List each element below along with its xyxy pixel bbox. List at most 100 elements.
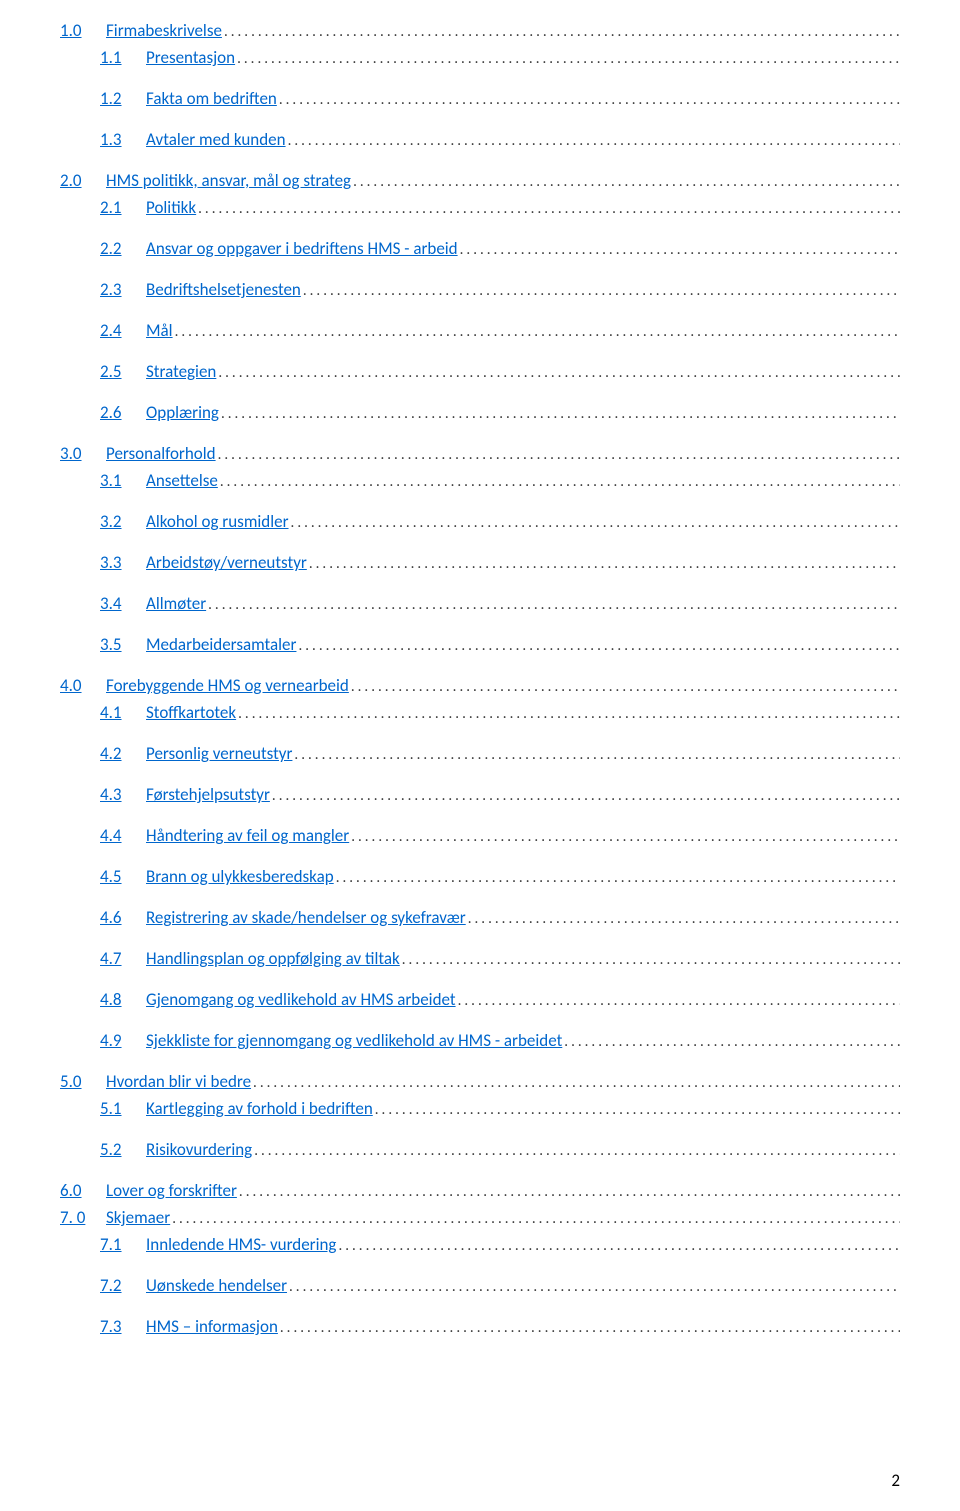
toc-leader-dots: ........................................…	[292, 746, 900, 764]
toc-entry-number[interactable]: 2.6	[100, 402, 146, 423]
toc-entry-title[interactable]: Arbeidstøy/verneutstyr	[146, 552, 307, 573]
toc-entry-number[interactable]: 4.0	[60, 675, 106, 696]
toc-entry-number[interactable]: 7. 0	[60, 1207, 106, 1228]
toc-entry-title[interactable]: Strategien	[146, 361, 216, 382]
toc-entry-number[interactable]: 3.5	[100, 634, 146, 655]
toc-leader-dots: ........................................…	[287, 1278, 900, 1296]
toc-leader-dots: ........................................…	[216, 446, 900, 464]
table-of-contents: 1.0Firmabeskrivelse.....................…	[60, 20, 900, 1337]
toc-entry-title[interactable]: Ansettelse	[146, 470, 218, 491]
toc-entry-number[interactable]: 2.4	[100, 320, 146, 341]
toc-entry-number[interactable]: 7.1	[100, 1234, 146, 1255]
toc-leader-dots: ........................................…	[173, 323, 900, 341]
toc-entry-number[interactable]: 7.3	[100, 1316, 146, 1337]
toc-entry-title[interactable]: Sjekkliste for gjennomgang og vedlikehol…	[146, 1030, 562, 1051]
toc-leader-dots: ........................................…	[351, 173, 900, 191]
toc-entry-title[interactable]: Brann og ulykkesberedskap	[146, 866, 334, 887]
toc-entry-title[interactable]: Risikovurdering	[146, 1139, 252, 1160]
toc-entry: 1.2Fakta om bedriften...................…	[60, 88, 900, 109]
toc-entry: 2.3Bedriftshelsetjenesten...............…	[60, 279, 900, 300]
toc-entry-title[interactable]: Fakta om bedriften	[146, 88, 277, 109]
toc-entry: 4.3Førstehjelpsutstyr...................…	[60, 784, 900, 805]
toc-entry-title[interactable]: Politikk	[146, 197, 196, 218]
toc-entry-number[interactable]: 1.1	[100, 47, 146, 68]
toc-entry-number[interactable]: 1.0	[60, 20, 106, 41]
toc-entry-title[interactable]: Kartlegging av forhold i bedriften	[146, 1098, 373, 1119]
toc-entry-title[interactable]: Lover og forskrifter	[106, 1180, 237, 1201]
toc-leader-dots: ........................................…	[296, 637, 900, 655]
toc-entry-number[interactable]: 4.7	[100, 948, 146, 969]
toc-entry-number[interactable]: 4.2	[100, 743, 146, 764]
toc-entry-number[interactable]: 2.2	[100, 238, 146, 259]
toc-entry-number[interactable]: 7.2	[100, 1275, 146, 1296]
toc-entry-number[interactable]: 3.4	[100, 593, 146, 614]
toc-entry: 2.6Opplæring............................…	[60, 402, 900, 423]
toc-leader-dots: ........................................…	[219, 405, 900, 423]
toc-entry: 5.0Hvordan blir vi bedre................…	[60, 1071, 900, 1092]
toc-entry: 4.4Håndtering av feil og mangler........…	[60, 825, 900, 846]
toc-entry-title[interactable]: Uønskede hendelser	[146, 1275, 287, 1296]
toc-entry: 4.9Sjekkliste for gjennomgang og vedlike…	[60, 1030, 900, 1051]
toc-entry-number[interactable]: 1.2	[100, 88, 146, 109]
toc-entry-title[interactable]: Mål	[146, 320, 173, 341]
toc-leader-dots: ........................................…	[277, 91, 900, 109]
toc-entry-title[interactable]: Personlig verneutstyr	[146, 743, 292, 764]
toc-entry-number[interactable]: 5.0	[60, 1071, 106, 1092]
toc-entry-title[interactable]: Avtaler med kunden	[146, 129, 286, 150]
toc-entry-number[interactable]: 1.3	[100, 129, 146, 150]
page-number: 2	[891, 1470, 900, 1491]
toc-entry-title[interactable]: Handlingsplan og oppfølging av tiltak	[146, 948, 400, 969]
toc-entry-number[interactable]: 4.3	[100, 784, 146, 805]
toc-entry-title[interactable]: Håndtering av feil og mangler	[146, 825, 349, 846]
toc-entry-title[interactable]: HMS politikk, ansvar, mål og strateg	[106, 170, 351, 191]
toc-entry-number[interactable]: 5.2	[100, 1139, 146, 1160]
toc-entry-title[interactable]: Gjenomgang og vedlikehold av HMS arbeide…	[146, 989, 456, 1010]
toc-entry-title[interactable]: Hvordan blir vi bedre	[106, 1071, 251, 1092]
toc-entry-title[interactable]: Registrering av skade/hendelser og sykef…	[146, 907, 466, 928]
toc-entry-title[interactable]: Førstehjelpsutstyr	[146, 784, 270, 805]
toc-leader-dots: ........................................…	[336, 1237, 900, 1255]
toc-leader-dots: ........................................…	[270, 787, 900, 805]
toc-entry-number[interactable]: 2.3	[100, 279, 146, 300]
toc-entry-number[interactable]: 2.1	[100, 197, 146, 218]
toc-entry-title[interactable]: Opplæring	[146, 402, 219, 423]
toc-entry-number[interactable]: 5.1	[100, 1098, 146, 1119]
toc-entry-title[interactable]: HMS – informasjon	[146, 1316, 278, 1337]
toc-entry-number[interactable]: 3.1	[100, 470, 146, 491]
toc-entry-title[interactable]: Medarbeidersamtaler	[146, 634, 296, 655]
toc-entry: 6.0 Lover og forskrifter................…	[60, 1180, 900, 1201]
toc-entry-title[interactable]: Skjemaer	[106, 1207, 170, 1228]
toc-leader-dots: ........................................…	[456, 992, 900, 1010]
toc-entry: 2.4Mål..................................…	[60, 320, 900, 341]
toc-entry-number[interactable]: 2.0	[60, 170, 106, 191]
toc-leader-dots: ........................................…	[236, 705, 900, 723]
toc-entry-title[interactable]: Innledende HMS- vurdering	[146, 1234, 336, 1255]
toc-leader-dots: ........................................…	[400, 951, 900, 969]
toc-entry: 4.7Handlingsplan og oppfølging av tiltak…	[60, 948, 900, 969]
toc-entry-number[interactable]: 4.8	[100, 989, 146, 1010]
toc-entry: 4.1Stoffkartotek........................…	[60, 702, 900, 723]
toc-entry-number[interactable]: 6.0	[60, 1180, 106, 1201]
toc-entry-title[interactable]: Stoffkartotek	[146, 702, 236, 723]
toc-entry-title[interactable]: Forebyggende HMS og vernearbeid	[106, 675, 349, 696]
toc-entry-number[interactable]: 2.5	[100, 361, 146, 382]
toc-entry-number[interactable]: 3.3	[100, 552, 146, 573]
toc-entry-title[interactable]: Personalforhold	[106, 443, 216, 464]
toc-entry: 3.3Arbeidstøy/verneutstyr...............…	[60, 552, 900, 573]
toc-entry-number[interactable]: 3.0	[60, 443, 106, 464]
toc-entry-number[interactable]: 4.1	[100, 702, 146, 723]
toc-entry-number[interactable]: 4.5	[100, 866, 146, 887]
toc-entry-number[interactable]: 4.4	[100, 825, 146, 846]
toc-entry-number[interactable]: 3.2	[100, 511, 146, 532]
toc-leader-dots: ........................................…	[373, 1101, 900, 1119]
toc-entry-title[interactable]: Presentasjon	[146, 47, 235, 68]
toc-entry-number[interactable]: 4.9	[100, 1030, 146, 1051]
toc-entry: 3.5Medarbeidersamtaler..................…	[60, 634, 900, 655]
toc-entry-title[interactable]: Alkohol og rusmidler	[146, 511, 289, 532]
toc-leader-dots: ........................................…	[334, 869, 900, 887]
toc-entry-title[interactable]: Firmabeskrivelse	[106, 20, 222, 41]
toc-entry-title[interactable]: Ansvar og oppgaver i bedriftens HMS - ar…	[146, 238, 458, 259]
toc-entry-title[interactable]: Allmøter	[146, 593, 206, 614]
toc-entry-title[interactable]: Bedriftshelsetjenesten	[146, 279, 301, 300]
toc-entry-number[interactable]: 4.6	[100, 907, 146, 928]
